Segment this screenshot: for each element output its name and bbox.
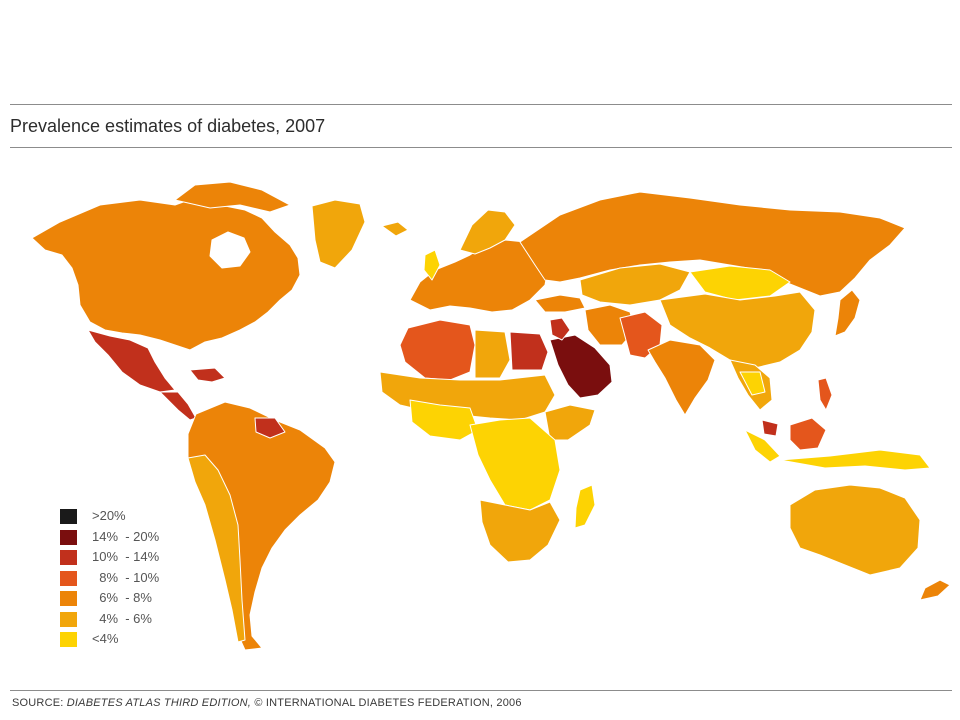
legend-label: >20%: [92, 508, 126, 523]
legend-label: 10% - 14%: [92, 549, 160, 564]
region-turkey: [534, 294, 586, 313]
source-prefix: SOURCE:: [12, 697, 67, 709]
legend-swatch: [60, 550, 77, 565]
region-philippines: [817, 377, 833, 411]
region-china: [659, 291, 816, 369]
legend-swatch: [60, 591, 77, 606]
region-indochina: [739, 371, 766, 396]
legend-swatch: [60, 611, 77, 627]
region-andes: [187, 454, 246, 643]
legend-swatch: [60, 632, 77, 647]
region-levant: [549, 317, 571, 341]
legend-swatch: [60, 509, 77, 524]
region-arctic-islands: [174, 181, 291, 213]
hudson-bay: [209, 231, 251, 269]
region-caribbean: [189, 367, 226, 383]
region-horn: [544, 404, 596, 441]
region-indonesia-east: [779, 449, 931, 471]
region-guianas: [254, 417, 286, 439]
region-australia: [789, 484, 921, 576]
region-west-africa: [409, 399, 479, 441]
region-central-america: [159, 391, 197, 421]
region-indonesia: [744, 429, 781, 463]
map-title: Prevalence estimates of diabetes, 2007: [10, 116, 326, 136]
region-egypt: [509, 331, 549, 371]
legend-label: 14% - 20%: [92, 528, 160, 544]
source-credit: SOURCE: DIABETES ATLAS THIRD EDITION, © …: [12, 697, 522, 709]
legend-label: <4%: [92, 631, 119, 646]
region-arabia: [549, 334, 613, 399]
region-greenland: [311, 199, 366, 269]
region-libya: [474, 329, 511, 379]
region-uk: [423, 249, 441, 281]
region-malaysia: [761, 419, 779, 437]
region-scandinavia: [459, 209, 516, 255]
legend-swatch: [60, 529, 77, 545]
legend-label: 4% - 6%: [92, 610, 152, 626]
legend-label: 6% - 8%: [92, 590, 152, 605]
region-madagascar: [574, 484, 596, 529]
region-mexico: [87, 329, 176, 393]
region-central-africa: [469, 417, 561, 511]
region-southern-africa: [479, 499, 561, 563]
region-india: [647, 339, 716, 416]
region-north-africa-west: [399, 319, 476, 381]
source-title: DIABETES ATLAS THIRD EDITION,: [66, 697, 252, 709]
source-suffix: © INTERNATIONAL DIABETES FEDERATION, 200…: [251, 697, 522, 709]
top-rule: [10, 104, 952, 105]
source-rule: [10, 690, 952, 691]
region-new-zealand: [919, 579, 951, 601]
region-borneo: [789, 417, 827, 451]
region-south-america: [187, 401, 336, 651]
region-russia: [519, 191, 906, 297]
region-japan: [834, 289, 861, 337]
region-iceland: [381, 221, 409, 237]
legend-label: 8% - 10%: [92, 569, 160, 585]
region-central-asia: [579, 263, 691, 306]
legend-swatch: [60, 570, 77, 586]
region-north-america: [31, 195, 301, 351]
region-mongolia: [689, 265, 791, 301]
title-rule: [10, 147, 952, 148]
